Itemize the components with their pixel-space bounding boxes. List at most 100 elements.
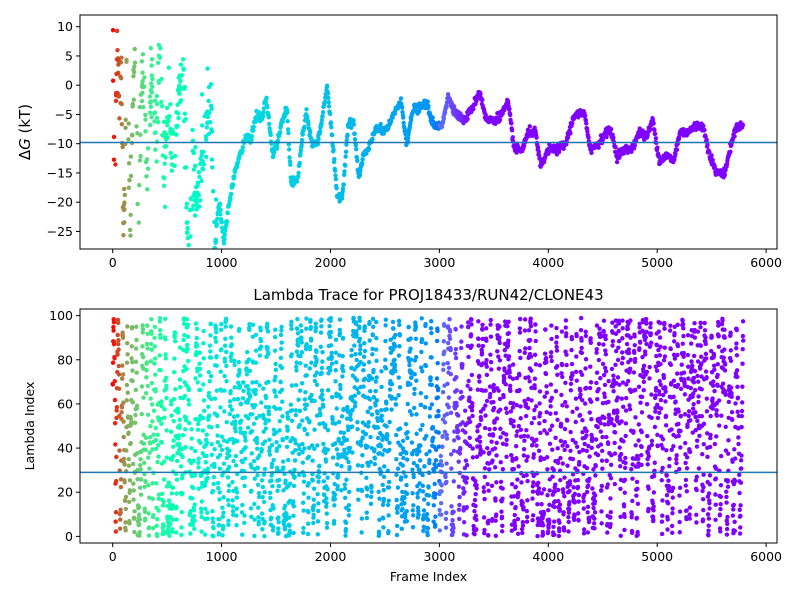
lambda-point (565, 443, 570, 449)
delta-g-point (600, 137, 605, 142)
lambda-point (462, 489, 467, 495)
delta-g-point (288, 162, 293, 167)
delta-g-point (138, 132, 143, 138)
lambda-point (361, 384, 366, 389)
lambda-point (664, 473, 669, 478)
delta-g-point (217, 201, 223, 206)
lambda-point (590, 486, 595, 491)
lambda-point (567, 506, 572, 512)
lambda-point (368, 434, 373, 440)
delta-g-point (208, 82, 214, 87)
delta-g-point (165, 123, 170, 128)
lambda-point (629, 467, 634, 472)
lambda-point (622, 465, 628, 471)
lambda-point (297, 422, 302, 428)
delta-g-point (480, 97, 485, 102)
lambda-point (415, 495, 420, 500)
lambda-point (151, 408, 157, 413)
lambda-point (394, 472, 399, 477)
lambda-point (189, 445, 194, 451)
delta-g-point (341, 172, 347, 178)
lambda-point (149, 380, 155, 386)
lambda-point (477, 422, 482, 427)
lambda-point (420, 472, 425, 478)
lambda-point (249, 451, 254, 456)
lambda-point (672, 356, 678, 361)
lambda-point (544, 384, 549, 389)
delta-g-point (332, 168, 338, 173)
delta-g-point (114, 57, 120, 62)
delta-g-point (197, 174, 202, 180)
lambda-point (667, 328, 673, 333)
lambda-point (215, 439, 220, 445)
lambda-point (536, 448, 542, 453)
lambda-point (636, 422, 642, 427)
lambda-point (580, 397, 585, 403)
lambda-point (522, 438, 527, 443)
lambda-point (637, 346, 642, 351)
lambda-point (589, 445, 594, 451)
lambda-point (145, 383, 151, 389)
lambda-point (389, 394, 394, 400)
lambda-point (469, 322, 474, 327)
lambda-point (524, 519, 530, 524)
lambda-point (361, 362, 367, 367)
lambda-point (376, 531, 382, 536)
lambda-point (581, 531, 587, 536)
lambda-point (423, 394, 429, 400)
delta-g-y-tick-label: 5 (65, 48, 73, 63)
lambda-point (445, 381, 450, 387)
lambda-point (459, 324, 464, 329)
lambda-point (217, 466, 223, 471)
delta-g-point (139, 59, 145, 64)
lambda-point (259, 447, 264, 453)
lambda-point (507, 370, 512, 375)
lambda-point (195, 421, 201, 427)
lambda-point (569, 336, 575, 342)
lambda-point (284, 512, 289, 517)
lambda-point (304, 316, 309, 321)
lambda-point (343, 526, 349, 532)
lambda-point (323, 422, 328, 428)
delta-g-point (205, 114, 211, 120)
lambda-point (671, 394, 676, 399)
lambda-point (508, 409, 514, 414)
lambda-point (469, 343, 474, 348)
lambda-point (540, 523, 546, 528)
lambda-point (651, 504, 656, 509)
delta-g-point (191, 203, 196, 208)
delta-g-point (261, 114, 266, 119)
lambda-point (563, 399, 568, 405)
lambda-point (405, 401, 410, 407)
lambda-point (512, 523, 518, 528)
lambda-point (530, 513, 536, 518)
lambda-point (325, 447, 331, 452)
lambda-point (515, 531, 521, 536)
lambda-point (480, 327, 485, 332)
lambda-point (677, 519, 682, 525)
delta-g-point (408, 117, 414, 122)
lambda-point (114, 404, 120, 410)
delta-g-point (160, 132, 165, 138)
lambda-point (410, 525, 416, 530)
delta-g-x-tick-label: 5000 (641, 255, 673, 270)
lambda-point (658, 344, 663, 349)
lambda-point (559, 424, 564, 429)
lambda-point (157, 316, 163, 321)
lambda-point (568, 388, 574, 393)
lambda-point (580, 448, 586, 453)
delta-g-point (613, 144, 618, 150)
delta-g-point (329, 132, 335, 138)
delta-g-point (405, 135, 411, 141)
delta-g-point (123, 117, 128, 123)
lambda-point (488, 391, 493, 397)
lambda-point (444, 461, 449, 466)
delta-g-point (219, 220, 224, 225)
delta-g-point (184, 220, 189, 226)
lambda-point (573, 396, 579, 401)
lambda-point (205, 516, 210, 521)
lambda-point (273, 374, 278, 380)
lambda-point (366, 463, 371, 468)
lambda-point (152, 344, 157, 349)
lambda-point (172, 331, 178, 336)
